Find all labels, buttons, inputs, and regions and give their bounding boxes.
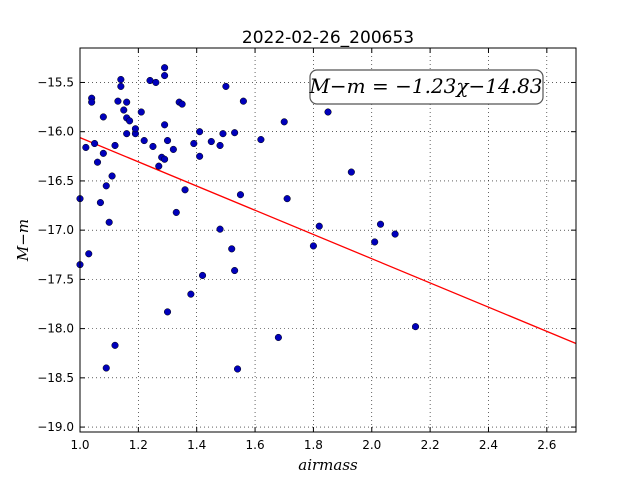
data-point <box>140 137 148 145</box>
data-point <box>231 129 239 137</box>
data-point <box>123 130 131 138</box>
data-point <box>137 108 145 116</box>
data-point <box>283 195 291 203</box>
data-point <box>391 230 399 238</box>
data-point <box>117 75 125 84</box>
x-tick-label: 2.2 <box>421 438 440 452</box>
data-point <box>161 155 169 163</box>
data-point <box>161 72 169 80</box>
x-tick-label: 1.4 <box>187 438 206 452</box>
data-point <box>102 182 110 190</box>
data-point <box>99 113 107 121</box>
data-point <box>99 149 107 157</box>
annotation-box <box>309 69 544 105</box>
data-point <box>280 118 288 126</box>
y-tick-label: −17.5 <box>37 272 74 286</box>
data-point <box>228 245 236 253</box>
x-tick-label: 1.0 <box>70 438 89 452</box>
data-point <box>108 172 116 180</box>
fit-equation: M−m = −1.23χ−14.83 <box>308 74 542 98</box>
data-point <box>274 333 282 342</box>
data-point <box>219 130 227 138</box>
data-point <box>152 78 160 87</box>
data-point <box>163 308 172 316</box>
data-point <box>324 108 332 116</box>
data-point <box>93 158 102 166</box>
fit-line <box>79 136 577 345</box>
x-axis-label: airmass <box>298 456 358 474</box>
data-point <box>198 271 207 279</box>
data-point <box>231 266 239 275</box>
data-point <box>187 290 195 298</box>
data-point <box>111 141 119 150</box>
data-point <box>82 143 90 151</box>
data-point <box>222 82 230 90</box>
data-point <box>309 242 317 250</box>
y-tick-label: −17.0 <box>37 223 74 237</box>
fit-line-layer <box>79 136 577 345</box>
data-point <box>172 208 180 216</box>
chart-title: 2022-02-26_200653 <box>242 28 414 48</box>
x-tick-label: 1.2 <box>129 438 148 452</box>
data-point <box>315 222 323 230</box>
data-point <box>117 82 125 90</box>
data-point <box>196 152 204 160</box>
y-tick-label: −16.0 <box>37 125 74 139</box>
data-point <box>371 238 379 246</box>
y-tick-label: −18.0 <box>37 322 74 336</box>
data-point <box>85 250 93 258</box>
axis-ticks: 1.0 1.2 1.4 1.6 1.8 2.0 2.2 2.4 2.6 −15.5 −16.0 −16… <box>37 48 576 452</box>
data-point <box>96 199 104 207</box>
data-point <box>234 365 242 373</box>
data-point <box>257 136 265 144</box>
data-point <box>123 98 131 106</box>
y-tick-label: −19.0 <box>37 420 74 434</box>
data-point <box>216 141 224 150</box>
data-point <box>207 137 215 146</box>
data-point <box>155 162 163 170</box>
data-point <box>163 137 172 145</box>
data-point <box>105 218 113 226</box>
data-point <box>178 100 186 108</box>
y-tick-label: −15.5 <box>37 75 74 89</box>
y-tick-label: −18.5 <box>37 371 74 385</box>
data-point <box>169 145 177 153</box>
data-point <box>239 97 247 105</box>
data-point <box>149 142 157 151</box>
data-point <box>181 186 189 194</box>
data-point <box>347 168 355 176</box>
x-tick-label: 1.8 <box>304 438 323 452</box>
data-point <box>131 125 139 133</box>
data-point <box>411 323 420 331</box>
data-point <box>196 128 204 136</box>
x-tick-label: 1.6 <box>246 438 265 452</box>
data-point <box>161 121 169 129</box>
fit-annotation: M−m = −1.23χ−14.83 <box>308 69 544 105</box>
y-axis-label: M−m <box>14 219 32 262</box>
data-point <box>114 97 122 105</box>
y-tick-label: −16.5 <box>37 174 74 188</box>
data-point <box>102 364 110 372</box>
data-point <box>216 225 224 233</box>
x-tick-label: 2.4 <box>479 438 498 452</box>
plot-frame <box>79 47 577 433</box>
data-points <box>76 64 420 373</box>
data-point <box>88 98 96 106</box>
data-point <box>120 106 128 114</box>
data-point <box>376 220 385 228</box>
data-point <box>126 117 134 125</box>
data-point <box>91 139 99 148</box>
data-point <box>236 191 245 199</box>
data-point <box>161 64 169 72</box>
data-point <box>190 139 198 148</box>
x-tick-label: 2.6 <box>537 438 556 452</box>
data-point <box>111 341 119 349</box>
x-tick-label: 2.0 <box>362 438 381 452</box>
